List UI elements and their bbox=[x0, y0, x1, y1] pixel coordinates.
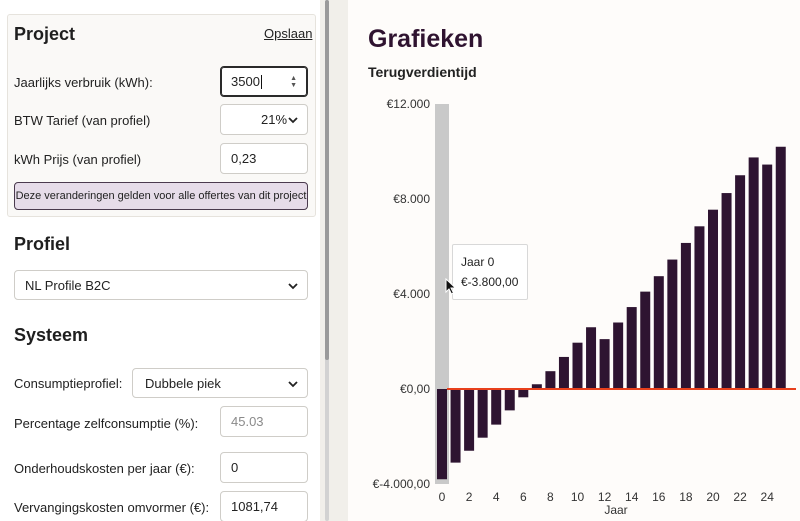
apply-to-all-button[interactable]: Deze veranderingen gelden voor alle offe… bbox=[14, 182, 308, 210]
charts-title: Grafieken bbox=[368, 25, 484, 53]
chart-bar[interactable] bbox=[572, 342, 583, 389]
project-title: Project bbox=[14, 24, 76, 44]
y-tick-label: €12.000 bbox=[387, 97, 431, 111]
y-tick-label: €0,00 bbox=[400, 382, 430, 396]
tooltip-value: €-3.800,00 bbox=[461, 275, 519, 289]
y-tick-label: €4.000 bbox=[393, 287, 430, 301]
chart-bar[interactable] bbox=[491, 389, 502, 425]
inverter-cost-value: 1081,74 bbox=[231, 499, 278, 514]
annual-usage-input[interactable]: 3500 ▲ ▼ bbox=[220, 66, 308, 97]
chart-bar[interactable] bbox=[613, 322, 624, 390]
maintenance-value: 0 bbox=[231, 460, 239, 475]
chevron-down-icon bbox=[288, 117, 298, 124]
x-tick-label: 16 bbox=[652, 490, 666, 504]
text-caret bbox=[260, 74, 262, 89]
system-title: Systeem bbox=[14, 325, 89, 345]
kwh-price-value: 0,23 bbox=[231, 151, 257, 166]
consumption-profile-select[interactable]: Dubbele piek bbox=[132, 368, 308, 398]
self-consumption-label: Percentage zelfconsumptie (%): bbox=[14, 416, 199, 431]
chart-bar[interactable] bbox=[599, 339, 610, 389]
chart-bar[interactable] bbox=[558, 356, 569, 389]
x-tick-label: 14 bbox=[625, 490, 639, 504]
scrollbar-thumb[interactable] bbox=[325, 0, 329, 360]
maintenance-label: Onderhoudskosten per jaar (€): bbox=[14, 461, 195, 476]
chart-bar[interactable] bbox=[762, 164, 773, 389]
mouse-cursor-icon bbox=[445, 278, 457, 295]
maintenance-input[interactable]: 0 bbox=[220, 452, 308, 483]
chart-bar[interactable] bbox=[531, 384, 542, 389]
chart-bar[interactable] bbox=[680, 242, 691, 389]
chart-bar[interactable] bbox=[626, 307, 637, 389]
chart-bar[interactable] bbox=[518, 389, 529, 398]
kwh-price-input[interactable]: 0,23 bbox=[220, 143, 308, 174]
self-consumption-value: 45.03 bbox=[231, 414, 264, 429]
vat-value: 21% bbox=[261, 112, 288, 127]
annual-usage-value: 3500 bbox=[231, 74, 260, 89]
settings-panel: Project Opslaan Jaarlijks verbruik (kWh)… bbox=[0, 0, 320, 521]
consumption-profile-label: Consumptieprofiel: bbox=[14, 376, 123, 391]
chart-bar[interactable] bbox=[464, 389, 475, 451]
chart-bar[interactable] bbox=[437, 389, 447, 480]
x-tick-label: 12 bbox=[598, 490, 612, 504]
vat-label: BTW Tarief (van profiel) bbox=[14, 113, 151, 128]
chart-bar[interactable] bbox=[735, 175, 746, 389]
profile-value: NL Profile B2C bbox=[25, 277, 111, 293]
chart-bar[interactable] bbox=[504, 389, 515, 411]
consumption-profile-value: Dubbele piek bbox=[145, 375, 221, 391]
x-tick-label: 22 bbox=[733, 490, 747, 504]
x-tick-label: 2 bbox=[466, 490, 473, 504]
chart-bar[interactable] bbox=[640, 291, 651, 389]
y-tick-label: €8.000 bbox=[393, 192, 430, 206]
chart-bar[interactable] bbox=[477, 389, 488, 438]
x-tick-label: 10 bbox=[571, 490, 585, 504]
chevron-down-icon bbox=[288, 283, 298, 290]
chart-bar[interactable] bbox=[450, 389, 461, 463]
chart-bar[interactable] bbox=[586, 327, 597, 389]
inverter-cost-label: Vervangingskosten omvormer (€): bbox=[14, 500, 210, 515]
chart-bar[interactable] bbox=[694, 226, 705, 389]
number-stepper-icon[interactable]: ▲ ▼ bbox=[290, 75, 297, 89]
x-tick-label: 20 bbox=[706, 490, 720, 504]
chevron-down-icon bbox=[288, 381, 298, 388]
x-tick-label: 0 bbox=[439, 490, 446, 504]
x-axis-label: Jaar bbox=[604, 503, 627, 517]
kwh-price-label: kWh Prijs (van profiel) bbox=[14, 152, 142, 167]
profile-title: Profiel bbox=[14, 234, 71, 254]
save-link[interactable]: Opslaan bbox=[264, 26, 313, 41]
tooltip-year: Jaar 0 bbox=[461, 255, 495, 269]
chart-bar[interactable] bbox=[653, 276, 664, 389]
chart-bar[interactable] bbox=[721, 193, 732, 389]
x-tick-label: 6 bbox=[520, 490, 527, 504]
chart-bar[interactable] bbox=[667, 259, 678, 389]
vat-select[interactable]: 21% bbox=[220, 104, 308, 135]
profile-select[interactable]: NL Profile B2C bbox=[14, 270, 308, 300]
chart-bar[interactable] bbox=[708, 209, 718, 389]
self-consumption-input[interactable]: 45.03 bbox=[220, 406, 308, 437]
y-tick-label: €-4.000,00 bbox=[373, 477, 431, 491]
inverter-cost-input[interactable]: 1081,74 bbox=[220, 491, 308, 521]
chart-bar[interactable] bbox=[545, 371, 556, 389]
chart-subtitle: Terugverdientijd bbox=[368, 64, 477, 80]
chart-bar[interactable] bbox=[748, 157, 759, 389]
x-tick-label: 4 bbox=[493, 490, 500, 504]
chart-tooltip: Jaar 0 €-3.800,00 bbox=[452, 244, 528, 300]
chart-bar[interactable] bbox=[775, 146, 786, 389]
x-tick-label: 8 bbox=[547, 490, 554, 504]
x-tick-label: 18 bbox=[679, 490, 693, 504]
annual-usage-label: Jaarlijks verbruik (kWh): bbox=[14, 75, 153, 90]
x-tick-label: 24 bbox=[761, 490, 775, 504]
